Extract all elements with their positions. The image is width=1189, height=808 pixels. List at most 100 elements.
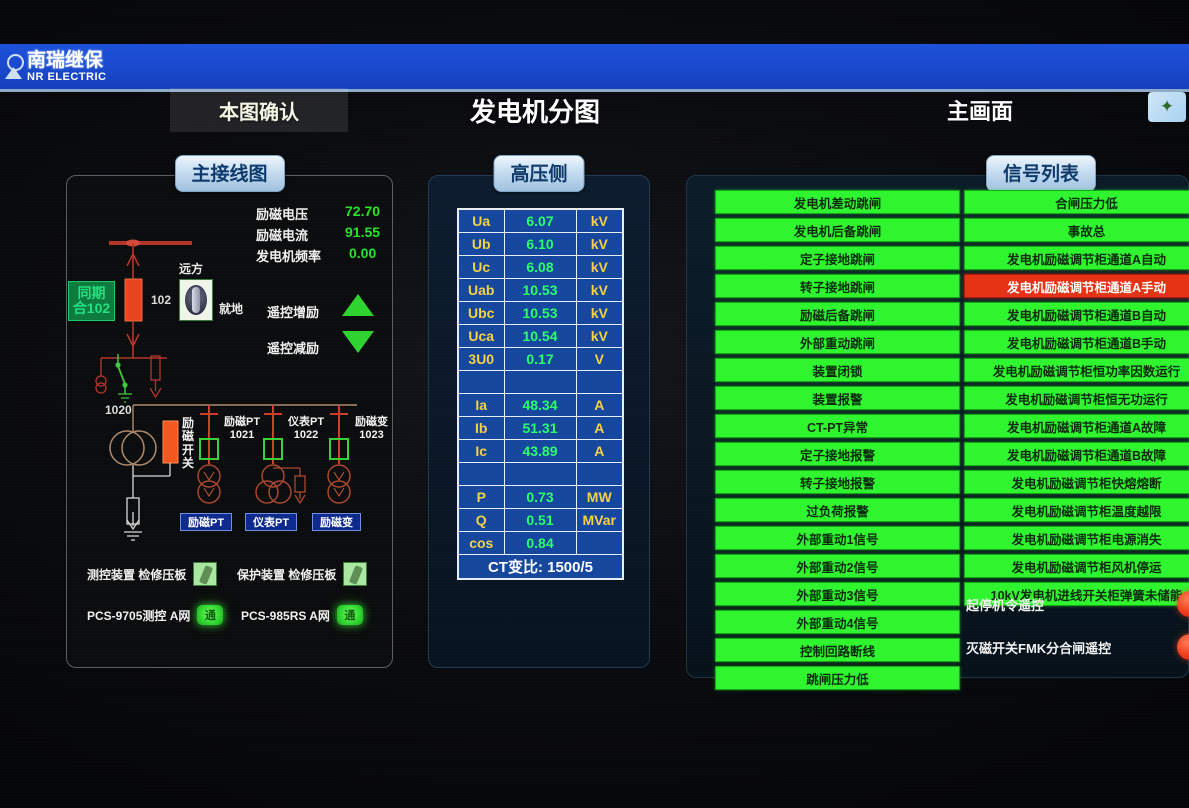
remote-local-switch[interactable]: [179, 279, 213, 321]
signal-item-right-7[interactable]: 发电机励磁调节柜恒无功运行: [964, 386, 1189, 410]
branch-button-2[interactable]: 励磁变: [312, 513, 361, 531]
signal-item-right-11[interactable]: 发电机励磁调节柜温度越限: [964, 498, 1189, 522]
hv-cell-name: Ua: [457, 208, 505, 233]
signal-item-left-16[interactable]: 控制回路断线: [715, 638, 960, 662]
top-bar: 南瑞继保 NR ELECTRIC 本图确认 发电机分图 主画面 ✦: [0, 44, 1189, 132]
arrow-down-icon[interactable]: [342, 331, 374, 353]
signal-item-right-10[interactable]: 发电机励磁调节柜快熔熔断: [964, 470, 1189, 494]
hv-cell-name: [457, 461, 505, 486]
main-screen-button[interactable]: 主画面: [946, 99, 1013, 124]
signal-item-right-12[interactable]: 发电机励磁调节柜电源消失: [964, 526, 1189, 550]
signal-item-right-4[interactable]: 发电机励磁调节柜通道B自动: [964, 302, 1189, 326]
maintenance-plate-icon[interactable]: [343, 562, 368, 586]
signal-item-left-10[interactable]: 转子接地报警: [715, 470, 960, 494]
hv-cell-name: Ubc: [457, 300, 505, 325]
fmk-indicator-icon[interactable]: [1177, 634, 1189, 660]
hv-cell-unit: MW: [575, 484, 624, 509]
signal-item-right-5[interactable]: 发电机励磁调节柜通道B手动: [964, 330, 1189, 354]
arrow-up-icon[interactable]: [342, 294, 374, 316]
signal-item-left-14[interactable]: 外部重动3信号: [715, 582, 960, 606]
hv-cell-unit: A: [575, 415, 624, 440]
signal-item-left-17[interactable]: 跳闸压力低: [715, 666, 960, 690]
signal-item-left-1[interactable]: 发电机后备跳闸: [715, 218, 960, 242]
hv-cell-name: Ub: [457, 231, 505, 256]
hv-cell-value: [503, 369, 577, 394]
hv-cell-value: 0.51: [503, 507, 577, 532]
hv-cell-unit: kV: [575, 208, 624, 233]
signal-item-right-6[interactable]: 发电机励磁调节柜恒功率因数运行: [964, 358, 1189, 382]
branch-button-0[interactable]: 励磁PT: [180, 513, 233, 531]
signal-item-left-6[interactable]: 装置闭锁: [715, 358, 960, 382]
start-stop-remote-control-row[interactable]: 起停机令遥控: [964, 587, 1189, 621]
protection-device-plate-row[interactable]: 保护装置 检修压板: [237, 562, 368, 586]
hv-cell-value: 0.17: [503, 346, 577, 371]
maintenance-plate-icon[interactable]: [193, 562, 218, 586]
excitation-voltage-label: 励磁电压: [256, 207, 309, 222]
single-line-diagram: [95, 239, 357, 541]
branch-label-0: 励磁PT 1021: [224, 416, 260, 441]
hv-row-Q: Q 0.51 MVar: [457, 507, 624, 532]
link-status-icon[interactable]: 通: [336, 605, 363, 625]
control-device-plate-row[interactable]: 测控装置 检修压板: [87, 562, 218, 586]
star-icon[interactable]: ✦: [1148, 92, 1186, 122]
logo-text-cn: 南瑞继保: [27, 50, 104, 71]
signal-item-left-2[interactable]: 定子接地跳闸: [715, 246, 960, 270]
generator-frequency-value: 0.00: [349, 245, 377, 261]
signal-item-right-2[interactable]: 发电机励磁调节柜通道A自动: [964, 246, 1189, 270]
hv-cell-unit: kV: [575, 231, 624, 256]
signal-item-right-13[interactable]: 发电机励磁调节柜风机停运: [964, 554, 1189, 578]
signal-item-left-3[interactable]: 转子接地跳闸: [715, 274, 960, 298]
signal-item-right-0[interactable]: 合闸压力低: [964, 190, 1189, 214]
hv-cell-name: Q: [457, 507, 505, 532]
signal-item-left-15[interactable]: 外部重动4信号: [715, 610, 960, 634]
breaker-number: 102: [151, 293, 172, 307]
hv-cell-name: cos: [457, 530, 505, 555]
pcs9705-link-row[interactable]: PCS-9705测控 A网 通: [87, 605, 224, 625]
hv-cell-value: 48.34: [503, 392, 577, 417]
hv-cell-value: 51.31: [503, 415, 577, 440]
confirm-diagram-button[interactable]: 本图确认: [170, 88, 348, 132]
branch-code-2: 1023: [359, 428, 384, 441]
link-status-icon[interactable]: 通: [197, 605, 224, 625]
signal-item-right-14[interactable]: 10kV发电机进线开关柜弹簧未储能: [964, 582, 1189, 606]
hv-cell-unit: [575, 461, 624, 486]
signal-item-left-11[interactable]: 过负荷报警: [715, 498, 960, 522]
signal-item-left-0[interactable]: 发电机差动跳闸: [715, 190, 960, 214]
sync-close-button[interactable]: 同期 合102: [68, 281, 115, 321]
remote-label: 远方: [179, 262, 204, 276]
logo-mark-icon: [4, 52, 24, 82]
hv-cell-unit: kV: [575, 300, 624, 325]
signal-item-left-4[interactable]: 励磁后备跳闸: [715, 302, 960, 326]
signal-item-right-9[interactable]: 发电机励磁调节柜通道B故障: [964, 442, 1189, 466]
hv-row-Uab: Uab 10.53 kV: [457, 277, 624, 302]
branch-button-1[interactable]: 仪表PT: [245, 513, 298, 531]
hv-row-Ub: Ub 6.10 kV: [457, 231, 624, 256]
hv-row-Ib: Ib 51.31 A: [457, 415, 624, 440]
signal-item-right-3[interactable]: 发电机励磁调节柜通道A手动: [964, 274, 1189, 298]
hv-cell-name: Uca: [457, 323, 505, 348]
signal-item-left-8[interactable]: CT-PT异常: [715, 414, 960, 438]
hv-cell-value: 0.73: [503, 484, 577, 509]
signal-item-left-13[interactable]: 外部重动2信号: [715, 554, 960, 578]
signal-item-left-9[interactable]: 定子接地报警: [715, 442, 960, 466]
hv-spacer-row: [457, 461, 624, 486]
start-stop-indicator-icon[interactable]: [1177, 591, 1189, 617]
signal-item-right-8[interactable]: 发电机励磁调节柜通道A故障: [964, 414, 1189, 438]
pcs985rs-link-row[interactable]: PCS-985RS A网 通: [241, 605, 363, 625]
hv-row-Ua: Ua 6.07 kV: [457, 208, 624, 233]
signal-item-left-5[interactable]: 外部重动跳闸: [715, 330, 960, 354]
fmk-remote-control-row[interactable]: 灭磁开关FMK分合闸遥控: [964, 630, 1189, 664]
signal-item-left-12[interactable]: 外部重动1信号: [715, 526, 960, 550]
sync-button-line2: 合102: [72, 300, 111, 316]
branch-label-2: 励磁变 1023: [355, 416, 388, 441]
hv-row-P: P 0.73 MW: [457, 484, 624, 509]
hv-cell-name: [457, 369, 505, 394]
signal-item-left-7[interactable]: 装置报警: [715, 386, 960, 410]
excitation-current-label: 励磁电流: [256, 228, 309, 243]
hv-cell-value: 6.08: [503, 254, 577, 279]
local-label: 就地: [219, 302, 244, 316]
signal-item-right-1[interactable]: 事故总: [964, 218, 1189, 242]
hv-row-cos: cos 0.84: [457, 530, 624, 555]
branch-name-2: 励磁变: [355, 416, 388, 428]
